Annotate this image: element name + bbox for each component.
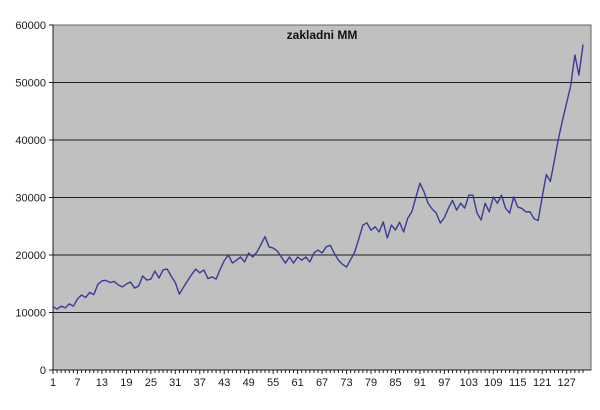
y-tick-label: 20000	[15, 250, 46, 262]
x-tick-label: 97	[438, 377, 450, 389]
chart-title: zakladni MM	[286, 28, 358, 42]
x-tick-label: 1	[50, 377, 56, 389]
x-tick-label: 31	[169, 377, 181, 389]
x-tick-label: 49	[243, 377, 255, 389]
x-tick-label: 61	[291, 377, 303, 389]
x-tick-label: 79	[365, 377, 377, 389]
y-tick-label: 40000	[15, 135, 46, 147]
line-series	[52, 44, 584, 310]
x-tick-label: 121	[533, 377, 551, 389]
y-tick-label: 0	[40, 365, 46, 377]
x-tick-label: 115	[509, 377, 527, 389]
x-tick-label: 13	[96, 377, 108, 389]
x-tick-label: 91	[414, 377, 426, 389]
x-tick-label: 43	[218, 377, 230, 389]
y-tick-label: 50000	[15, 78, 46, 90]
y-tick-label: 10000	[15, 308, 46, 320]
x-tick-label: 19	[120, 377, 132, 389]
x-tick-label: 73	[340, 377, 352, 389]
x-tick-label: 55	[267, 377, 279, 389]
x-tick-label: 109	[484, 377, 502, 389]
x-tick-label: 103	[460, 377, 478, 389]
y-tick-label: 30000	[15, 193, 46, 205]
x-tick-label: 25	[145, 377, 157, 389]
y-tick-label: 60000	[15, 20, 46, 32]
x-tick-label: 37	[194, 377, 206, 389]
x-tick-label: 7	[74, 377, 80, 389]
x-tick-label: 85	[389, 377, 401, 389]
x-tick-label: 67	[316, 377, 328, 389]
x-tick-label: 127	[558, 377, 576, 389]
